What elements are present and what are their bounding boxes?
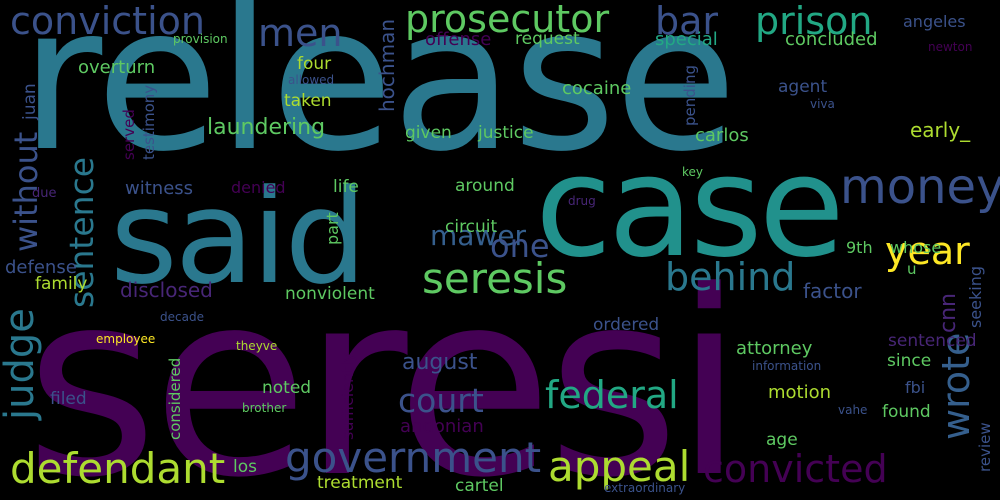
word-special: special [655, 29, 718, 50]
word-request: request [515, 29, 580, 49]
word-case: case [535, 126, 845, 289]
word-concluded: concluded [785, 29, 878, 50]
word-taken: taken [284, 91, 332, 111]
word-fbi: fbi [905, 378, 926, 397]
word-court: court [398, 381, 484, 420]
word-year: year [885, 229, 970, 273]
word-defense: defense [5, 257, 77, 278]
word-defendant: defendant [10, 444, 226, 493]
word-viva: viva [810, 97, 835, 111]
word-prosecutor: prosecutor [405, 0, 610, 41]
word-sentenced: sentenced [888, 331, 977, 351]
word-said: said [110, 161, 367, 313]
word-factor: factor [803, 279, 862, 303]
word-theyve: theyve [236, 339, 278, 353]
word-noted: noted [262, 378, 312, 398]
word-treatment: treatment [317, 473, 403, 493]
word-appeal: appeal [548, 442, 691, 491]
word-vahe: vahe [838, 403, 868, 417]
word-review: review [976, 422, 994, 472]
word-pending: pending [681, 65, 699, 126]
word-carlos: carlos [695, 125, 749, 146]
word-agent: agent [778, 77, 828, 97]
word-laundering: laundering [207, 115, 326, 140]
word-justice: justice [478, 123, 534, 143]
word-u: u [907, 260, 917, 278]
word-cartel: cartel [455, 476, 504, 496]
word-sufficiently: sufficiently [338, 352, 357, 440]
word-filed: filed [50, 389, 87, 409]
word-los: los [233, 457, 257, 477]
word-offense: offense [425, 29, 492, 50]
word-federal: federal [545, 373, 679, 417]
word-drug: drug [568, 194, 596, 208]
word-judge: judge [0, 308, 43, 420]
word-served: served [120, 109, 138, 160]
word-life: life [333, 177, 359, 197]
word-around: around [455, 176, 515, 196]
word-motion: motion [768, 382, 832, 403]
word-witness: witness [125, 178, 194, 199]
word-convicted: convicted [703, 447, 888, 491]
word-extraordinary: extraordinary [604, 481, 686, 495]
word-cnn: cnn [936, 293, 961, 333]
word-behind: behind [665, 255, 796, 299]
word-employee: employee [96, 332, 156, 346]
word-seresi: seresi [25, 237, 745, 500]
word-whose: whose [890, 238, 942, 257]
word-denied: denied [231, 178, 286, 197]
word-one: one [490, 227, 550, 265]
word-brother: brother [242, 401, 287, 415]
word-part: part [323, 212, 342, 245]
word-nonviolent: nonviolent [285, 284, 375, 304]
word-allowed: allowed [288, 73, 335, 87]
word-overturn: overturn [78, 57, 156, 78]
word-disclosed: disclosed [120, 278, 213, 302]
word-key: key [682, 165, 704, 179]
word-prison: prison [755, 0, 873, 43]
word-bar: bar [655, 0, 719, 43]
word-hochman: hochman [375, 19, 399, 112]
word-since: since [887, 351, 932, 371]
word-information: information [752, 359, 822, 373]
word-attorney: attorney [736, 338, 813, 359]
word-provision: provision [173, 32, 228, 46]
word-conviction: conviction [10, 0, 205, 43]
word-juan: juan [20, 83, 40, 120]
word-angeles: angeles [903, 12, 966, 31]
word-cocaine: cocaine [562, 78, 632, 99]
word-four: four [297, 54, 332, 74]
word-seresis: seresis [422, 254, 568, 303]
word-men: men [258, 11, 343, 55]
word-government: government [285, 433, 542, 482]
word-considered: considered [166, 357, 184, 440]
word-early: early_ [910, 118, 971, 142]
word-newton: newton [928, 40, 973, 54]
word-ordered: ordered [593, 315, 660, 335]
word-9th: 9th [846, 238, 873, 257]
word-release: release [20, 0, 737, 196]
word-money: money [840, 159, 1000, 215]
word-mawer: mawer [430, 219, 527, 252]
word-family: family [35, 274, 88, 294]
word-decade: decade [160, 310, 204, 324]
word-found: found [882, 402, 931, 422]
word-circuit: circuit [445, 217, 498, 237]
word-due: due [32, 186, 57, 201]
word-seeking: seeking [966, 265, 985, 328]
word-august: august [402, 350, 478, 375]
word-given: given [405, 123, 452, 143]
word-andonian: andonian [400, 416, 484, 437]
word-age: age [766, 430, 798, 450]
word-testimony: testimony [140, 84, 158, 160]
